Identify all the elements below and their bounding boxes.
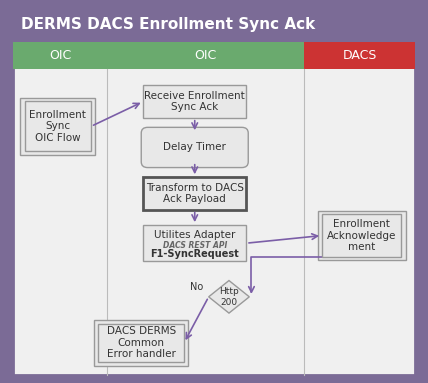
Text: No: No xyxy=(190,282,203,292)
FancyBboxPatch shape xyxy=(21,98,95,155)
FancyBboxPatch shape xyxy=(322,214,401,257)
Text: DACS DERMS
Common
Error handler: DACS DERMS Common Error handler xyxy=(107,326,176,359)
FancyBboxPatch shape xyxy=(143,225,246,262)
FancyBboxPatch shape xyxy=(94,320,188,366)
Text: DACS: DACS xyxy=(342,49,377,62)
Text: DERMS DACS Enrollment Sync Ack: DERMS DACS Enrollment Sync Ack xyxy=(21,17,316,33)
FancyBboxPatch shape xyxy=(13,8,415,42)
Text: DACS REST API: DACS REST API xyxy=(163,241,227,250)
Polygon shape xyxy=(209,280,249,313)
FancyBboxPatch shape xyxy=(25,101,91,151)
Text: Delay Timer: Delay Timer xyxy=(163,142,226,152)
Text: OIC: OIC xyxy=(194,49,217,62)
Text: Receive Enrollment
Sync Ack: Receive Enrollment Sync Ack xyxy=(144,91,245,112)
FancyBboxPatch shape xyxy=(304,42,415,69)
FancyBboxPatch shape xyxy=(13,8,415,375)
Text: Http
200: Http 200 xyxy=(219,287,239,306)
FancyBboxPatch shape xyxy=(107,42,304,69)
Text: Enrollment
Sync
OIC Flow: Enrollment Sync OIC Flow xyxy=(30,110,86,143)
FancyBboxPatch shape xyxy=(143,177,246,210)
Text: Enrollment
Acknowledge
ment: Enrollment Acknowledge ment xyxy=(327,219,396,252)
Text: Utilites Adapter: Utilites Adapter xyxy=(154,230,235,240)
FancyBboxPatch shape xyxy=(13,42,107,69)
FancyBboxPatch shape xyxy=(318,211,405,260)
Text: OIC: OIC xyxy=(49,49,71,62)
Text: Transform to DACS
Ack Payload: Transform to DACS Ack Payload xyxy=(146,183,244,204)
FancyBboxPatch shape xyxy=(141,128,248,168)
Text: F1-SyncRequest: F1-SyncRequest xyxy=(150,249,239,259)
FancyBboxPatch shape xyxy=(98,324,184,362)
FancyBboxPatch shape xyxy=(143,85,246,118)
